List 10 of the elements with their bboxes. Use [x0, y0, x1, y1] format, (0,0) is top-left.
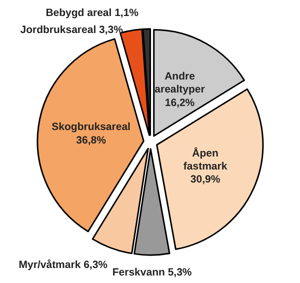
slice-label: Bebygd areal 1,1% [46, 6, 140, 19]
data-label: 36,8% [76, 134, 107, 146]
data-label: 16,2% [164, 96, 196, 109]
slice-label: Ferskvann 5,3% [112, 266, 192, 279]
data-label: 30,9% [190, 174, 221, 186]
slice-label: Jordbruksareal 3,3% [20, 24, 124, 36]
slice-label: Skogbruksareal [52, 121, 131, 134]
slice-label: Myr/våtmark 6,3% [18, 258, 108, 271]
slice-label: Åpen fastmark [183, 146, 228, 172]
slice-label: Andre arealtyper [154, 70, 205, 96]
